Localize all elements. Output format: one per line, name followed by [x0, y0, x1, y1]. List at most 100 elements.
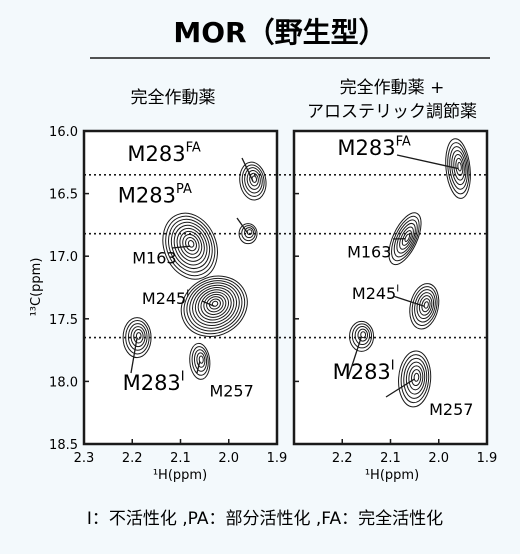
x-tick-label: 2.2 — [122, 451, 143, 466]
contour-ring — [241, 225, 256, 242]
contour-ring — [413, 372, 420, 382]
contour-ring — [200, 291, 230, 318]
contour-ring — [208, 298, 221, 310]
contour-ring — [398, 350, 432, 408]
contour-ring — [411, 369, 422, 387]
peak-contour-m283-fa — [239, 161, 267, 201]
contour-ring — [180, 275, 248, 337]
y-tick-label: 17.0 — [49, 250, 78, 265]
panel2-contours: M283FA M163 M245I M283I M257 — [333, 134, 474, 419]
x-axes: 2.3 2.2 2.1 2.0 1.9 2.2 2.1 2.0 1.9 — [74, 439, 497, 466]
contour-ring — [192, 284, 238, 326]
x-tick-label: 2.3 — [74, 451, 95, 466]
contour-ring — [125, 320, 150, 355]
contour-ring — [122, 317, 152, 359]
contour-ring — [445, 138, 471, 199]
contour-ring — [194, 287, 235, 324]
x-tick-label: 1.9 — [267, 451, 288, 466]
contour-ring — [197, 289, 232, 321]
peak-contour-m283-fa — [445, 138, 471, 199]
contour-ring — [451, 150, 467, 186]
peak-label: M163 — [132, 249, 176, 268]
contour-ring — [421, 298, 431, 313]
contour-ring — [191, 346, 209, 376]
contour-ring — [170, 221, 211, 269]
peak-label: M283PA — [118, 182, 192, 207]
contour-ring — [401, 230, 412, 246]
contour-ring — [449, 146, 468, 190]
panel2-x-axis-label: ¹H(ppm) — [365, 468, 419, 483]
contour-ring — [189, 342, 211, 380]
contour-ring — [244, 167, 263, 194]
panel1-title: 完全作動薬 — [131, 88, 216, 108]
peak-contour-m257 — [189, 342, 211, 380]
contour-ring — [400, 354, 430, 404]
panel1-x-axis-label: ¹H(ppm) — [153, 468, 207, 483]
peak-label: M283I — [333, 358, 395, 383]
peak-contour-m283-i — [349, 320, 375, 352]
contour-ring — [135, 332, 142, 340]
abbreviation-footnote: I：不活性化 ,PA：部分活性化 ,FA：完全活性化 — [87, 509, 443, 529]
contour-ring — [203, 293, 227, 316]
contour-ring — [130, 326, 146, 348]
x-tick-label: 2.1 — [170, 451, 191, 466]
panel2-frame — [292, 129, 489, 446]
leader-line — [130, 337, 138, 374]
peak-label: M163 — [347, 242, 391, 261]
peak-contour-m283-i — [122, 317, 152, 359]
contour-ring — [246, 169, 261, 190]
peak-label: M283FA — [127, 141, 200, 166]
contour-ring — [399, 226, 414, 250]
peak-label: M245I — [352, 284, 399, 303]
contour-ring — [162, 212, 218, 280]
peak-contour-m257 — [398, 350, 432, 408]
contour-ring — [357, 328, 369, 342]
contour-ring — [176, 227, 205, 262]
contour-ring — [409, 283, 440, 330]
panel1-contours: M283FA M283PA M163 M245I M283I M257 — [118, 141, 267, 400]
panel2-title-line2: アロステリック調節薬 — [307, 102, 477, 122]
contour-ring — [189, 282, 240, 329]
leader-line — [392, 295, 425, 307]
contour-ring — [408, 365, 424, 391]
x-tick-label: 2.1 — [380, 451, 401, 466]
figure-title: MOR（野生型） — [173, 16, 386, 49]
contour-ring — [241, 164, 265, 197]
leader-line — [385, 378, 415, 398]
peak-label: M245I — [142, 289, 189, 308]
leader-line — [171, 245, 191, 249]
y-axis: 16.0 16.5 17.0 17.5 18.0 18.5 — [49, 125, 299, 453]
contour-ring — [238, 223, 258, 245]
contour-ring — [349, 320, 375, 352]
peak-label: M283FA — [337, 134, 410, 159]
contour-ring — [186, 280, 243, 332]
contour-ring — [173, 224, 208, 266]
y-tick-label: 18.5 — [49, 438, 78, 453]
x-tick-label: 2.0 — [218, 451, 239, 466]
contour-ring — [447, 142, 470, 195]
contour-ring — [391, 215, 420, 262]
contour-ring — [196, 352, 206, 368]
contour-ring — [244, 227, 255, 239]
contour-ring — [165, 215, 216, 277]
contour-ring — [127, 323, 148, 351]
contour-ring — [403, 357, 428, 399]
contour-ring — [360, 331, 367, 339]
contour-ring — [249, 172, 259, 187]
contour-ring — [354, 326, 371, 346]
contour-ring — [198, 355, 204, 364]
leader-line — [236, 217, 249, 235]
y-tick-label: 18.0 — [49, 375, 78, 390]
leader-line — [196, 361, 201, 374]
contour-ring — [388, 212, 422, 266]
y-axis-label: ¹³C(ppm) — [29, 258, 44, 317]
contour-ring — [206, 296, 224, 313]
contour-ring — [393, 219, 418, 258]
x-tick-label: 2.0 — [428, 451, 449, 466]
peak-label: M257 — [209, 381, 253, 400]
leader-line — [201, 300, 215, 307]
leader-line — [241, 157, 254, 182]
y-tick-label: 16.0 — [49, 125, 78, 140]
contour-ring — [193, 349, 208, 372]
